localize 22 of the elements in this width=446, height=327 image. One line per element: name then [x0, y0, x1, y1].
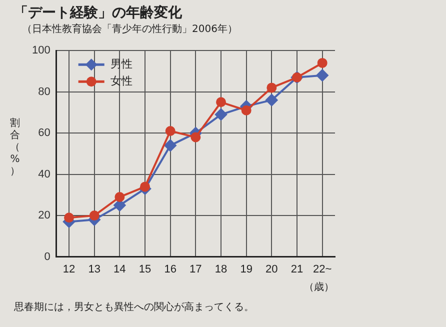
y-axis-title: 割合（%）	[9, 118, 21, 178]
x-tick-label: 21	[290, 263, 304, 276]
x-tick-label: 16	[164, 263, 176, 276]
x-tick-label: 22~	[313, 263, 332, 276]
x-tick-label: 17	[190, 263, 202, 276]
x-tick-label: 12	[62, 263, 76, 276]
x-tick-label: 15	[138, 263, 152, 276]
y-tick-label: 20	[38, 210, 50, 222]
x-tick-label: 18	[214, 263, 228, 276]
chart-title: 「デート経験」の年齢変化	[14, 4, 182, 22]
y-tick-label: 0	[44, 250, 50, 263]
x-tick-label: 14	[114, 263, 126, 276]
y-tick-label: 80	[38, 86, 50, 98]
x-tick-label: 19	[240, 263, 252, 276]
y-tick-label: 100	[32, 44, 50, 57]
y-tick-label: 60	[38, 127, 50, 140]
chart-subtitle: （日本性教育協会「青少年の性行動」2006年）	[22, 22, 238, 36]
x-tick-label: 20	[266, 263, 278, 276]
x-tick-label: 13	[88, 263, 100, 276]
x-axis-title: （歳）	[304, 280, 334, 294]
text: 思春期には，男女とも異性への関心が高まってくる。	[14, 300, 254, 314]
y-tick-label: 40	[38, 168, 50, 180]
